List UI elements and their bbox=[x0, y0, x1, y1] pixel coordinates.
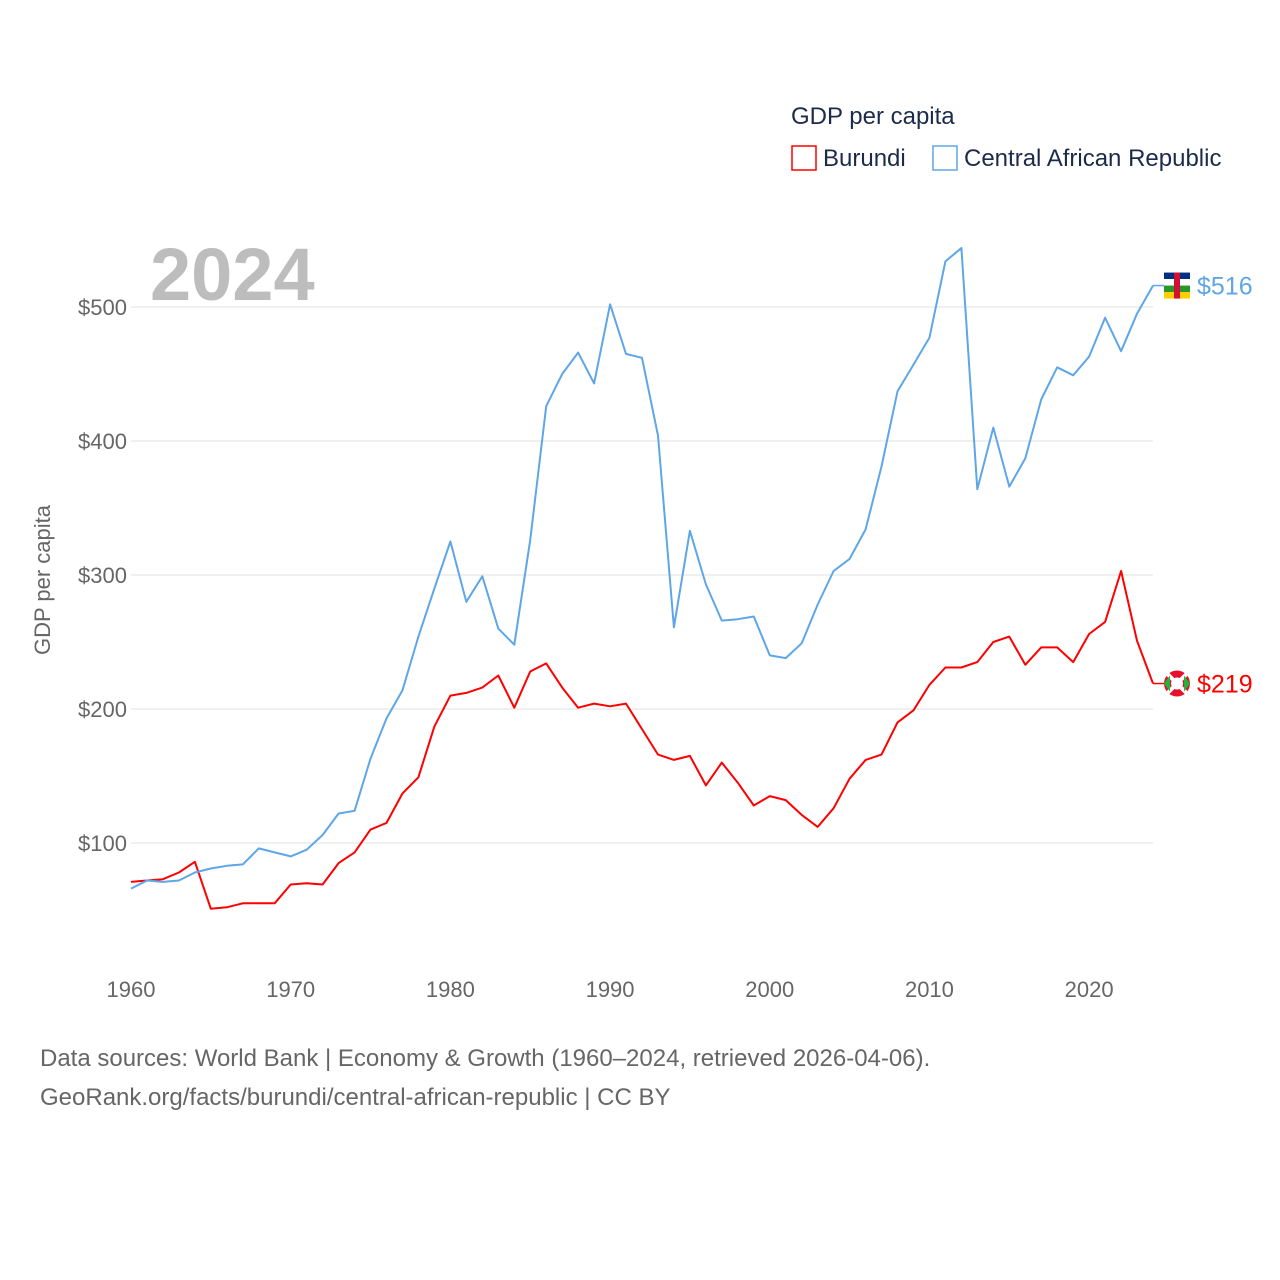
legend-swatch-burundi bbox=[791, 145, 817, 171]
burundi-flag-icon bbox=[1162, 669, 1192, 698]
x-tick-label: 1980 bbox=[426, 977, 475, 1002]
y-axis: $100 $200 $300 $400 $500 bbox=[78, 295, 127, 856]
x-tick-label: 2020 bbox=[1065, 977, 1114, 1002]
flag-disc bbox=[1171, 677, 1183, 690]
series-line-0 bbox=[130, 570, 1154, 910]
y-tick-label: $500 bbox=[78, 295, 127, 320]
footer-link[interactable]: GeoRank.org/facts/burundi/central-africa… bbox=[40, 1084, 671, 1111]
x-tick-label: 1990 bbox=[586, 977, 635, 1002]
y-axis-label: GDP per capita bbox=[30, 504, 55, 655]
x-tick-label: 2010 bbox=[905, 977, 954, 1002]
y-tick-label: $200 bbox=[78, 697, 127, 722]
end-value-label: $219 bbox=[1197, 671, 1253, 699]
series-lines bbox=[130, 247, 1154, 910]
series-line-1 bbox=[130, 247, 1154, 890]
x-tick-label: 1970 bbox=[266, 977, 315, 1002]
legend-label-car[interactable]: Central African Republic bbox=[964, 145, 1221, 172]
legend: GDP per capita Burundi Central African R… bbox=[791, 103, 1221, 172]
gridlines bbox=[131, 306, 1153, 844]
footer-sources: Data sources: World Bank | Economy & Gro… bbox=[40, 1045, 931, 1072]
y-tick-label: $300 bbox=[78, 563, 127, 588]
year-label: 2024 bbox=[150, 233, 315, 316]
y-tick-label: $100 bbox=[78, 831, 127, 856]
end-value-label: $516 bbox=[1197, 273, 1253, 301]
legend-swatch-car bbox=[932, 145, 958, 171]
end-labels: $219 $516 bbox=[1153, 272, 1253, 699]
x-tick-label: 1960 bbox=[107, 977, 156, 1002]
legend-label-burundi[interactable]: Burundi bbox=[823, 145, 906, 172]
legend-title: GDP per capita bbox=[791, 103, 955, 130]
car-flag-icon bbox=[1164, 272, 1190, 299]
x-axis: 1960 1970 1980 1990 2000 2010 2020 bbox=[107, 977, 1114, 1002]
flag-green bbox=[1164, 675, 1190, 692]
x-tick-label: 2000 bbox=[745, 977, 794, 1002]
flag-red bbox=[1174, 272, 1180, 299]
y-tick-label: $400 bbox=[78, 429, 127, 454]
